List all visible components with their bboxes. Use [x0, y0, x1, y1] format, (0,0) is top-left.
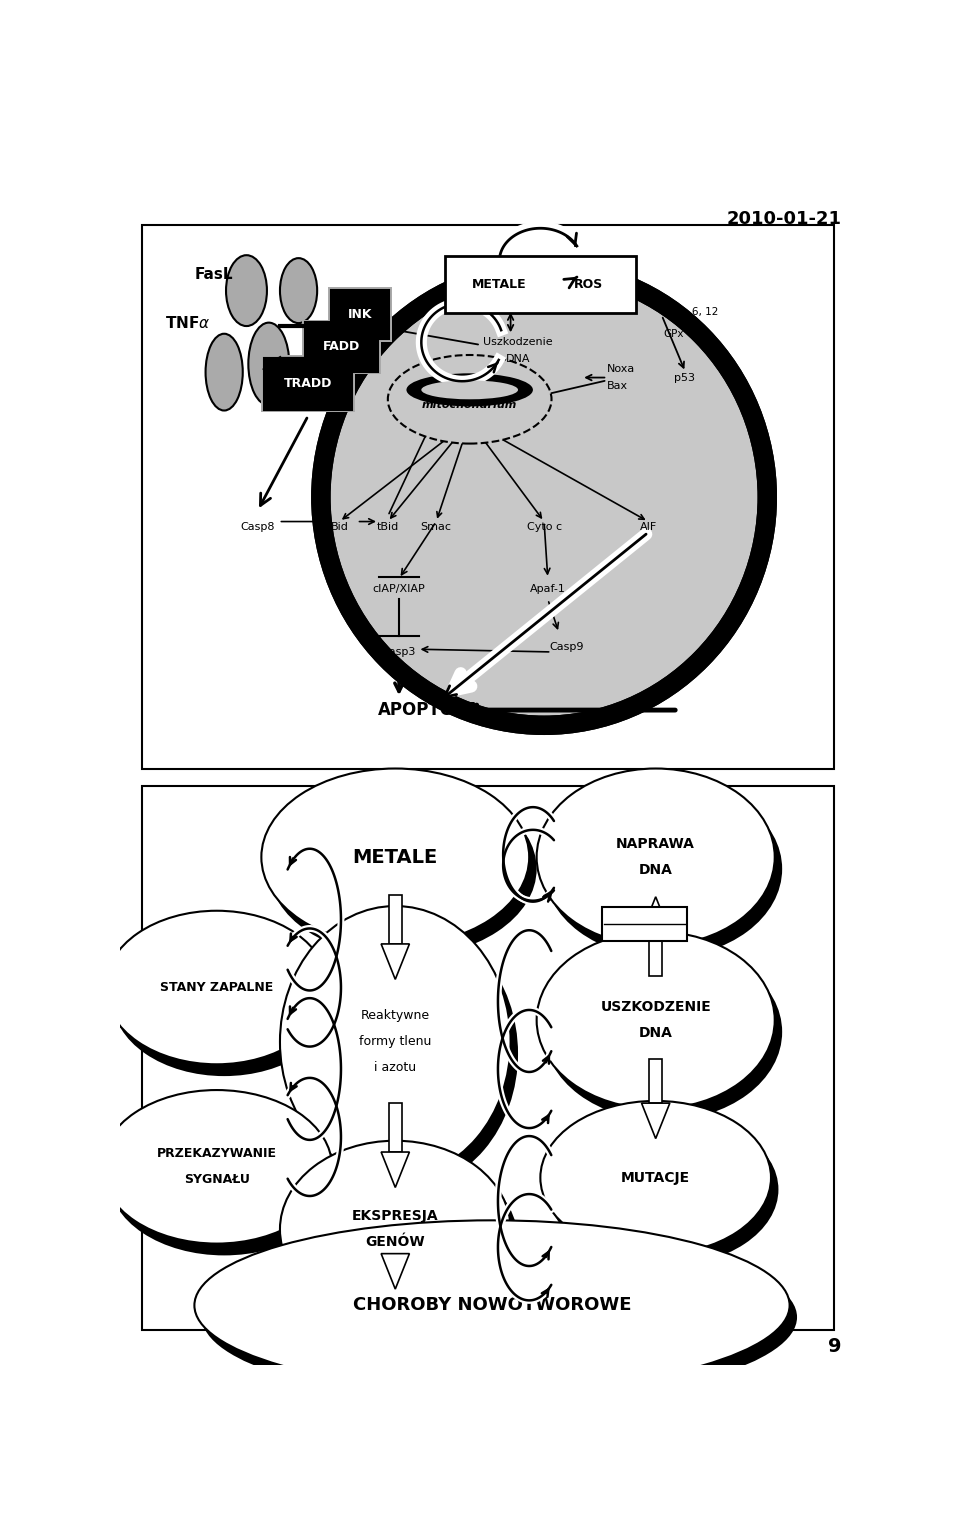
Text: Reaktywne: Reaktywne	[361, 1009, 430, 1022]
Text: Smac: Smac	[420, 522, 452, 532]
Text: TNF$\alpha$: TNF$\alpha$	[165, 314, 210, 331]
Ellipse shape	[280, 1141, 511, 1318]
Text: mitochondrium: mitochondrium	[422, 400, 517, 410]
Bar	[389, 1103, 402, 1152]
Ellipse shape	[202, 1232, 797, 1402]
Text: METALE: METALE	[352, 848, 438, 867]
Text: APOPTOZA: APOPTOZA	[377, 701, 480, 719]
FancyBboxPatch shape	[602, 907, 687, 940]
Ellipse shape	[537, 931, 775, 1109]
Text: EKSPRESJA: EKSPRESJA	[352, 1209, 439, 1223]
Text: METALE: METALE	[472, 278, 527, 291]
Ellipse shape	[102, 1091, 332, 1244]
Text: Casp9: Casp9	[549, 641, 584, 652]
Polygon shape	[381, 1152, 409, 1187]
Ellipse shape	[388, 354, 551, 443]
FancyBboxPatch shape	[304, 322, 378, 371]
Bar	[649, 1060, 662, 1103]
Ellipse shape	[421, 380, 518, 399]
Text: i azotu: i azotu	[374, 1062, 417, 1074]
Text: SYGNAŁU: SYGNAŁU	[183, 1174, 250, 1186]
Text: INK: INK	[348, 308, 372, 321]
Text: NAPRAWA: NAPRAWA	[616, 838, 695, 851]
Text: CHOROBY NOWOTWOROWE: CHOROBY NOWOTWOROWE	[352, 1296, 632, 1315]
FancyBboxPatch shape	[264, 357, 352, 410]
Text: MUTACJE: MUTACJE	[621, 1170, 690, 1184]
Ellipse shape	[226, 255, 267, 327]
Text: ROS: ROS	[574, 278, 603, 291]
Text: FasL: FasL	[194, 267, 233, 282]
Text: PRZEKAZYWANIE: PRZEKAZYWANIE	[156, 1147, 276, 1160]
Text: STANY ZAPALNE: STANY ZAPALNE	[160, 982, 274, 994]
Bar	[389, 896, 402, 943]
Ellipse shape	[106, 911, 328, 1065]
Ellipse shape	[280, 258, 317, 324]
Ellipse shape	[280, 907, 511, 1178]
Ellipse shape	[287, 917, 518, 1189]
Text: Cyto c: Cyto c	[526, 522, 562, 532]
Polygon shape	[641, 1103, 670, 1138]
Ellipse shape	[548, 1112, 779, 1266]
Text: DNA: DNA	[638, 1026, 673, 1040]
Bar	[649, 933, 662, 976]
Polygon shape	[641, 897, 670, 933]
Ellipse shape	[249, 322, 289, 405]
Bar	[142, 225, 834, 769]
Ellipse shape	[406, 373, 533, 407]
Text: formy tlenu: formy tlenu	[359, 1035, 431, 1048]
Ellipse shape	[205, 334, 243, 411]
Ellipse shape	[544, 943, 782, 1120]
FancyBboxPatch shape	[327, 287, 393, 342]
Text: AIF: AIF	[639, 522, 657, 532]
Text: cIAP/XIAP: cIAP/XIAP	[372, 584, 425, 595]
FancyBboxPatch shape	[445, 256, 636, 313]
Ellipse shape	[112, 922, 336, 1077]
Text: Uszkodzenie: Uszkodzenie	[483, 337, 553, 347]
Ellipse shape	[540, 1101, 771, 1255]
Text: TRADD: TRADD	[283, 377, 332, 390]
Ellipse shape	[261, 769, 529, 945]
Text: GPx: GPx	[663, 330, 684, 339]
Polygon shape	[381, 943, 409, 979]
Text: Bax: Bax	[608, 380, 629, 391]
Text: tBid: tBid	[376, 522, 399, 532]
Text: 2010-01-21: 2010-01-21	[727, 210, 842, 229]
FancyBboxPatch shape	[260, 356, 355, 413]
FancyBboxPatch shape	[330, 290, 390, 339]
Text: DNA: DNA	[506, 353, 530, 364]
Text: 9: 9	[828, 1336, 842, 1356]
Ellipse shape	[269, 781, 537, 957]
Text: Casp8: Casp8	[240, 522, 275, 532]
Ellipse shape	[321, 268, 767, 726]
Text: Noxa: Noxa	[608, 365, 636, 374]
Ellipse shape	[194, 1221, 789, 1390]
Ellipse shape	[537, 769, 775, 945]
Ellipse shape	[544, 781, 782, 957]
Bar	[142, 787, 834, 1330]
FancyBboxPatch shape	[301, 319, 381, 374]
Polygon shape	[381, 1253, 409, 1289]
Text: p53: p53	[674, 373, 695, 382]
Text: Casp3: Casp3	[382, 647, 417, 657]
Ellipse shape	[287, 1152, 518, 1330]
Text: DNA: DNA	[638, 864, 673, 877]
Text: Apaf-1: Apaf-1	[530, 584, 565, 595]
Text: USZKODZENIE: USZKODZENIE	[600, 1000, 711, 1014]
Text: Bid: Bid	[330, 522, 348, 532]
Text: Pig3, 6, 12: Pig3, 6, 12	[663, 307, 718, 318]
Ellipse shape	[108, 1101, 340, 1255]
Text: GENÓW: GENÓW	[366, 1235, 425, 1249]
Text: FADD: FADD	[323, 341, 360, 353]
